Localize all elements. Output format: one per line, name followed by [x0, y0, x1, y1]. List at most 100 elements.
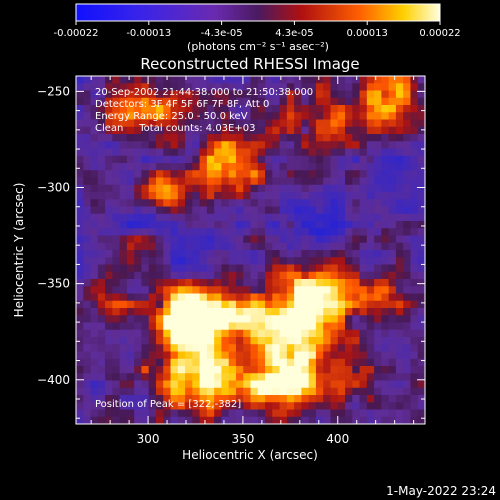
heatmap-cell	[177, 344, 186, 352]
heatmap-cell	[366, 126, 375, 135]
heatmap-cell	[105, 293, 113, 302]
heatmap-cell	[221, 344, 230, 352]
heatmap-cell	[374, 206, 382, 215]
heatmap-cell	[294, 199, 302, 207]
heatmap-cell	[97, 271, 106, 280]
heatmap-cell	[243, 264, 251, 273]
heatmap-cell	[301, 155, 310, 164]
heatmap-cell	[265, 170, 273, 178]
heatmap-cell	[83, 380, 91, 389]
heatmap-cell	[170, 141, 179, 149]
heatmap-cell	[395, 199, 404, 207]
heatmap-cell	[119, 322, 128, 331]
heatmap-cell	[155, 373, 164, 381]
heatmap-cell	[366, 184, 375, 193]
heatmap-cell	[199, 402, 208, 410]
heatmap-cell	[395, 300, 404, 309]
heatmap-cell	[177, 105, 186, 113]
heatmap-cell	[235, 177, 244, 186]
heatmap-cell	[345, 170, 353, 178]
heatmap-cell	[272, 329, 280, 338]
heatmap-cell	[185, 192, 193, 200]
heatmap-cell	[250, 105, 259, 113]
heatmap-cell	[323, 228, 331, 236]
heatmap-cell	[185, 279, 193, 287]
heatmap-cell	[301, 105, 310, 113]
heatmap-cell	[352, 416, 360, 425]
heatmap-cell	[395, 293, 404, 302]
heatmap-cell	[374, 402, 382, 410]
heatmap-cell	[403, 257, 411, 265]
heatmap-cell	[308, 380, 317, 389]
heatmap-cell	[97, 177, 106, 186]
heatmap-cell	[221, 134, 230, 142]
heatmap-cell	[403, 199, 411, 207]
heatmap-cell	[272, 83, 280, 91]
heatmap-cell	[315, 409, 324, 418]
heatmap-cell	[155, 308, 164, 316]
heatmap-cell	[417, 112, 426, 120]
heatmap-cell	[366, 112, 375, 120]
heatmap-cell	[76, 402, 84, 410]
heatmap-cell	[257, 112, 266, 120]
heatmap-cell	[388, 141, 397, 149]
heatmap-cell	[83, 322, 91, 331]
heatmap-cell	[76, 134, 84, 142]
heatmap-cell	[345, 337, 353, 345]
heatmap-cell	[359, 90, 368, 99]
heatmap-cell	[76, 228, 84, 236]
heatmap-cell	[381, 134, 390, 142]
heatmap-cell	[279, 134, 288, 142]
heatmap-cell	[352, 97, 360, 106]
heatmap-cell	[134, 271, 142, 280]
heatmap-cell	[126, 293, 135, 302]
heatmap-cell	[83, 351, 91, 360]
heatmap-cell	[250, 351, 259, 360]
heatmap-cell	[381, 105, 390, 113]
heatmap-cell	[177, 300, 186, 309]
heatmap-cell	[90, 192, 99, 200]
heatmap-cell	[315, 141, 324, 149]
heatmap-cell	[90, 293, 99, 302]
heatmap-cell	[359, 119, 368, 128]
heatmap-cell	[163, 199, 171, 207]
heatmap-cell	[352, 344, 360, 352]
heatmap-cell	[403, 344, 411, 352]
heatmap-cell	[155, 177, 164, 186]
heatmap-cell	[83, 199, 91, 207]
heatmap-cell	[286, 105, 295, 113]
heatmap-cell	[352, 315, 360, 323]
heatmap-cell	[221, 358, 230, 367]
heatmap-cell	[374, 163, 382, 171]
heatmap-cell	[228, 170, 237, 178]
heatmap-cell	[337, 83, 346, 91]
heatmap-cell	[294, 366, 302, 374]
heatmap-cell	[294, 308, 302, 316]
heatmap-cell	[163, 315, 171, 323]
heatmap-cell	[257, 344, 266, 352]
heatmap-cell	[381, 148, 390, 157]
heatmap-cell	[119, 199, 128, 207]
heatmap-cell	[83, 337, 91, 345]
heatmap-cell	[315, 366, 324, 374]
heatmap-cell	[177, 213, 186, 222]
heatmap-cell	[105, 170, 113, 178]
heatmap-cell	[417, 192, 426, 200]
heatmap-cell	[119, 286, 128, 294]
heatmap-cell	[352, 221, 360, 229]
heatmap-cell	[192, 126, 200, 135]
heatmap-cell	[214, 148, 222, 157]
heatmap-cell	[235, 416, 244, 425]
heatmap-cell	[366, 315, 375, 323]
heatmap-cell	[395, 112, 404, 120]
heatmap-cell	[235, 163, 244, 171]
heatmap-cell	[301, 293, 310, 302]
heatmap-cell	[374, 271, 382, 280]
heatmap-cell	[250, 395, 259, 403]
heatmap-cell	[366, 387, 375, 396]
heatmap-cell	[294, 134, 302, 142]
heatmap-cell	[105, 235, 113, 244]
heatmap-cell	[279, 148, 288, 157]
heatmap-cell	[359, 279, 368, 287]
heatmap-cell	[359, 105, 368, 113]
